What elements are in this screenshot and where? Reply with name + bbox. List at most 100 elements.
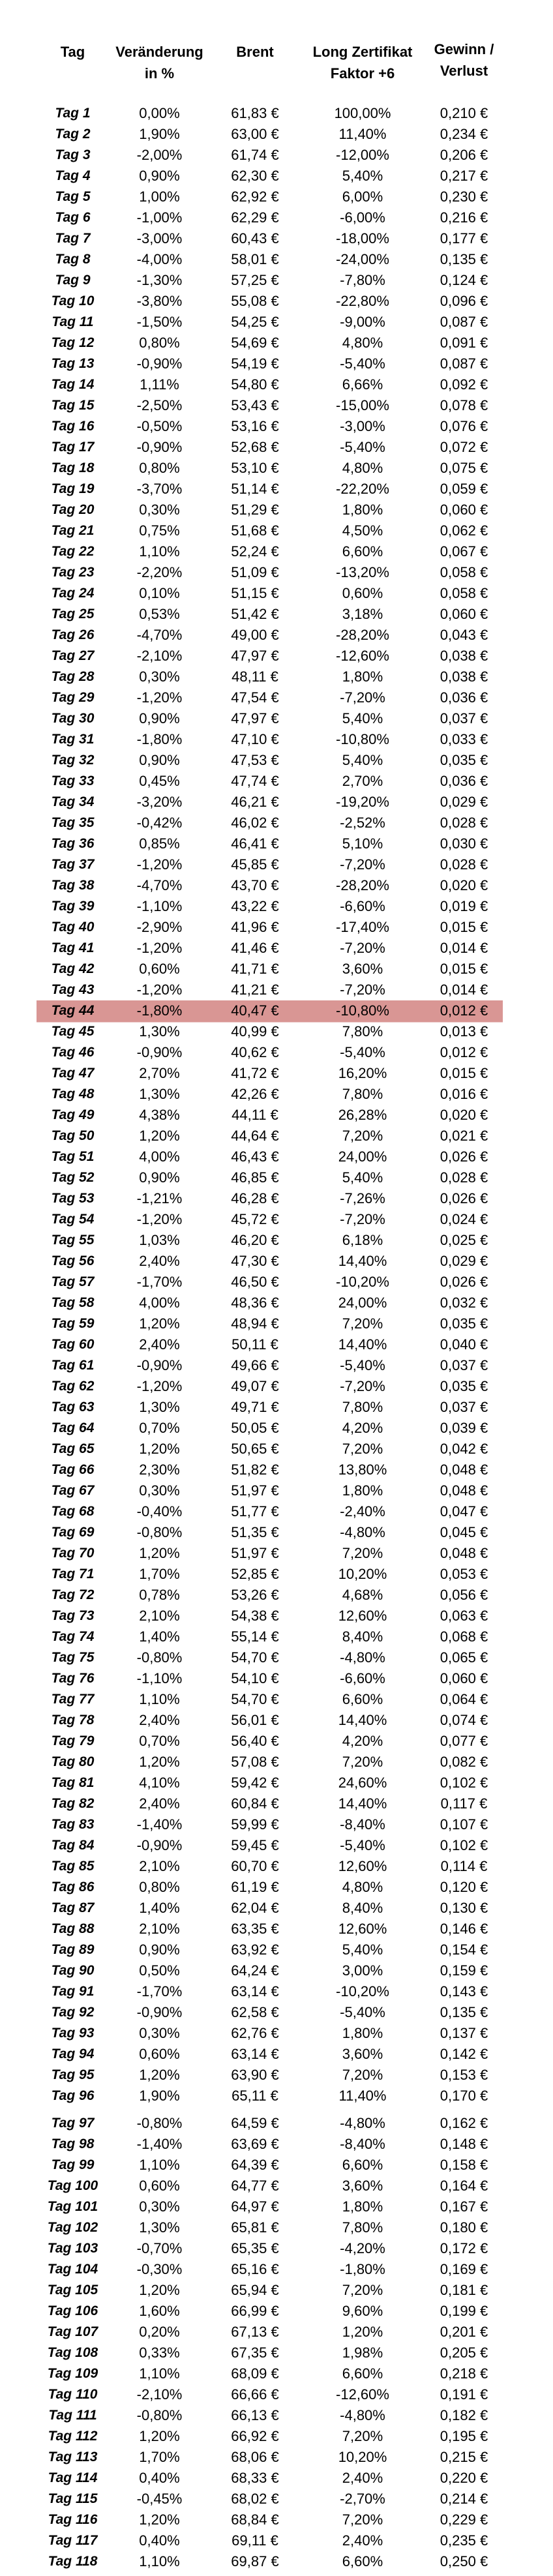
cell-tag: Tag 100 (47, 2178, 98, 2193)
cell-brent: 62,30 € (231, 167, 279, 184)
cell-zertifikat: 7,20% (342, 2282, 383, 2298)
table-row: Tag 9 -1,30% 57,25 € -7,80% 0,124 € (37, 270, 503, 291)
cell-tag: Tag 35 (51, 815, 95, 830)
cell-zertifikat: -10,20% (336, 1983, 389, 1999)
table-row: Tag 54 -1,20% 45,72 € -7,20% 0,024 € (37, 1209, 503, 1230)
cell-tag: Tag 81 (51, 1775, 95, 1790)
table-row: Tag 51 4,00% 46,43 € 24,00% 0,026 € (37, 1146, 503, 1167)
cell-brent: 52,24 € (231, 543, 279, 560)
table-row: Tag 60 2,40% 50,11 € 14,40% 0,040 € (37, 1334, 503, 1355)
cell-zertifikat: -12,60% (336, 647, 389, 664)
cell-tag: Tag 101 (47, 2199, 98, 2214)
cell-veraenderung: 0,90% (139, 1941, 180, 1958)
cell-brent: 68,02 € (231, 2491, 279, 2507)
table-row: Tag 33 0,45% 47,74 € 2,70% 0,036 € (37, 771, 503, 792)
cell-veraenderung: 4,00% (139, 1148, 180, 1165)
cell-gewinn: 0,038 € (440, 647, 488, 664)
cell-veraenderung: -0,90% (136, 438, 183, 455)
cell-brent: 62,58 € (231, 2003, 279, 2020)
cell-brent: 62,76 € (231, 2024, 279, 2041)
cell-tag: Tag 89 (51, 1941, 95, 1957)
table-row: Tag 82 2,40% 60,84 € 14,40% 0,117 € (37, 1793, 503, 1814)
table-row: Tag 55 1,03% 46,20 € 6,18% 0,025 € (37, 1230, 503, 1251)
cell-brent: 54,38 € (231, 1607, 279, 1624)
cell-brent: 46,21 € (231, 793, 279, 810)
table-row: Tag 37 -1,20% 45,85 € -7,20% 0,028 € (37, 854, 503, 875)
cell-zertifikat: -4,80% (340, 1523, 385, 1540)
cell-brent: 46,20 € (231, 1231, 279, 1248)
cell-veraenderung: 1,20% (139, 1544, 180, 1561)
cell-gewinn: 0,016 € (440, 1085, 488, 1102)
cell-veraenderung: 1,20% (139, 1315, 180, 1332)
cell-brent: 54,70 € (231, 1649, 279, 1666)
cell-tag: Tag 31 (51, 731, 95, 747)
cell-veraenderung: 0,60% (139, 2178, 180, 2194)
cell-zertifikat: 1,80% (342, 2024, 383, 2041)
cell-gewinn: 0,028 € (440, 1169, 488, 1186)
cell-tag: Tag 20 (51, 502, 95, 517)
cell-gewinn: 0,102 € (440, 1774, 488, 1791)
cell-zertifikat: 7,80% (342, 2219, 383, 2236)
cell-brent: 49,07 € (231, 1377, 279, 1394)
table-row: Tag 74 1,40% 55,14 € 8,40% 0,068 € (37, 1626, 503, 1647)
cell-gewinn: 0,047 € (440, 1503, 488, 1520)
cell-veraenderung: -4,00% (136, 250, 183, 267)
cell-zertifikat: -5,40% (340, 1836, 385, 1853)
cell-gewinn: 0,026 € (440, 1273, 488, 1290)
cell-veraenderung: 2,10% (139, 1920, 180, 1937)
cell-brent: 53,16 € (231, 417, 279, 434)
cell-zertifikat: 24,00% (338, 1294, 387, 1311)
cell-gewinn: 0,210 € (440, 104, 488, 121)
cell-tag: Tag 111 (48, 2408, 97, 2423)
cell-tag: Tag 106 (47, 2303, 98, 2318)
cell-gewinn: 0,059 € (440, 480, 488, 497)
column-header-gewinn: Gewinn / Verlust (425, 38, 503, 82)
cell-zertifikat: -4,80% (340, 1649, 385, 1666)
cell-tag: Tag 2 (55, 126, 91, 142)
cell-tag: Tag 116 (48, 2512, 98, 2527)
cell-tag: Tag 7 (55, 230, 91, 246)
cell-gewinn: 0,037 € (440, 1356, 488, 1373)
cell-veraenderung: 1,30% (139, 1023, 180, 1040)
cell-gewinn: 0,019 € (440, 897, 488, 914)
cell-tag: Tag 49 (51, 1107, 95, 1122)
cell-tag: Tag 60 (51, 1336, 95, 1352)
cell-gewinn: 0,153 € (440, 2066, 488, 2083)
cell-brent: 65,81 € (231, 2219, 279, 2236)
cell-gewinn: 0,217 € (440, 167, 488, 184)
cell-gewinn: 0,181 € (440, 2282, 488, 2298)
cell-brent: 51,35 € (231, 1523, 279, 1540)
cell-veraenderung: 1,10% (139, 543, 180, 560)
table-row: Tag 7 -3,00% 60,43 € -18,00% 0,177 € (37, 228, 503, 249)
cell-veraenderung: -0,80% (136, 2115, 183, 2131)
column-header-brent: Brent (210, 42, 300, 63)
table-row: Tag 43 -1,20% 41,21 € -7,20% 0,014 € (37, 980, 503, 1000)
cell-veraenderung: -3,00% (136, 230, 183, 247)
cell-gewinn: 0,013 € (440, 1023, 488, 1040)
cell-zertifikat: -10,20% (336, 1273, 389, 1290)
cell-tag: Tag 21 (51, 522, 95, 538)
cell-zertifikat: 5,40% (342, 167, 383, 184)
cell-brent: 51,97 € (231, 1544, 279, 1561)
cell-zertifikat: -2,70% (340, 2491, 385, 2507)
cell-tag: Tag 13 (51, 355, 95, 371)
cell-veraenderung: 4,10% (139, 1774, 180, 1791)
cell-gewinn: 0,015 € (440, 918, 488, 935)
cell-gewinn: 0,114 € (440, 1857, 488, 1874)
cell-gewinn: 0,218 € (440, 2365, 488, 2382)
cell-zertifikat: 10,20% (338, 1565, 387, 1582)
cell-veraenderung: -1,00% (136, 209, 183, 226)
cell-zertifikat: 1,80% (342, 2198, 383, 2215)
cell-veraenderung: -1,40% (136, 1816, 183, 1833)
cell-veraenderung: -1,30% (136, 271, 183, 288)
cell-tag: Tag 56 (51, 1253, 95, 1268)
cell-brent: 63,92 € (231, 1941, 279, 1958)
cell-brent: 68,06 € (231, 2449, 279, 2465)
cell-veraenderung: 2,40% (139, 1711, 180, 1728)
cell-brent: 54,25 € (231, 313, 279, 330)
table-row: Tag 88 2,10% 63,35 € 12,60% 0,146 € (37, 1919, 503, 1939)
cell-tag: Tag 115 (48, 2491, 98, 2506)
cell-tag: Tag 52 (51, 1169, 95, 1185)
cell-brent: 57,25 € (231, 271, 279, 288)
